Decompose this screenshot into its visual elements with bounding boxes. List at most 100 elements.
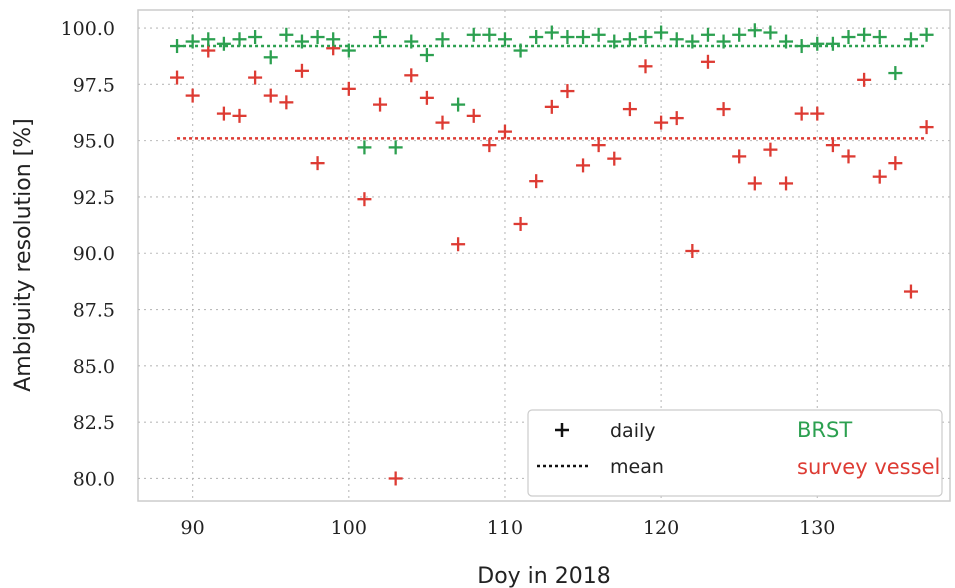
brst-marker	[919, 27, 934, 42]
brst-marker	[466, 27, 481, 42]
y-tick-label: 90.0	[73, 243, 115, 265]
brst-marker	[497, 32, 512, 47]
brst-marker	[326, 32, 341, 47]
brst-marker	[857, 27, 872, 42]
y-tick-label: 95.0	[73, 131, 115, 153]
survey-vessel-marker	[435, 115, 450, 130]
brst-marker	[888, 66, 903, 81]
survey-vessel-marker	[341, 81, 356, 96]
survey-vessel-marker	[576, 158, 591, 173]
brst-marker	[763, 25, 778, 40]
x-axis-label: Doy in 2018	[477, 564, 610, 588]
survey-vessel-marker	[263, 88, 278, 103]
brst-marker	[310, 30, 325, 45]
brst-marker	[451, 97, 466, 112]
brst-marker	[622, 32, 637, 47]
y-tick-label: 100.0	[61, 18, 115, 40]
brst-marker	[716, 34, 731, 49]
brst-marker	[248, 30, 263, 45]
x-tick-label: 130	[799, 517, 835, 539]
survey-vessel-marker	[747, 176, 762, 191]
survey-vessel-marker	[919, 120, 934, 135]
y-tick-label: 80.0	[73, 468, 115, 490]
brst-marker	[482, 27, 497, 42]
brst-marker	[654, 25, 669, 40]
x-tick-label: 110	[487, 517, 523, 539]
brst-marker	[700, 27, 715, 42]
x-tick-label: 90	[181, 517, 205, 539]
survey-vessel-marker	[825, 138, 840, 153]
brst-marker	[435, 32, 450, 47]
brst-marker	[544, 25, 559, 40]
brst-marker	[419, 48, 434, 63]
survey-vessel-marker	[779, 176, 794, 191]
brst-marker	[373, 30, 388, 45]
brst-marker	[185, 34, 200, 49]
y-tick-label: 92.5	[73, 187, 115, 209]
survey-vessel-marker	[451, 237, 466, 252]
legend-box	[527, 409, 943, 497]
survey-vessel-marker	[513, 216, 528, 231]
brst-marker	[513, 43, 528, 58]
brst-marker	[294, 34, 309, 49]
y-axis-label: Ambiguity resolution [%]	[11, 118, 36, 392]
brst-marker	[529, 30, 544, 45]
legend-daily-label: daily	[610, 420, 656, 442]
survey-vessel-marker	[248, 70, 263, 85]
survey-vessel-marker	[294, 63, 309, 78]
survey-vessel-marker	[279, 95, 294, 110]
brst-marker	[279, 27, 294, 42]
survey-vessel-marker	[170, 70, 185, 85]
y-tick-label: 97.5	[73, 74, 115, 96]
survey-vessel-marker	[185, 88, 200, 103]
y-tick-labels: 80.0 82.5 85.0 87.5 90.0 92.5 95.0 97.5 100.0	[61, 18, 115, 490]
x-tick-label: 100	[331, 517, 367, 539]
brst-marker	[341, 43, 356, 58]
brst-marker	[685, 34, 700, 49]
legend-series-brst: BRST	[797, 418, 852, 442]
survey-vessel-marker	[700, 54, 715, 69]
survey-vessel-marker	[591, 138, 606, 153]
survey-vessel-marker	[732, 149, 747, 164]
survey-vessel-marker	[669, 111, 684, 126]
y-tick-label: 87.5	[73, 300, 115, 322]
y-tick-label: 85.0	[73, 356, 115, 378]
brst-marker	[591, 27, 606, 42]
survey-vessel-marker	[872, 169, 887, 184]
brst-marker	[794, 39, 809, 54]
x-tick-label: 120	[643, 517, 679, 539]
brst-marker	[170, 39, 185, 54]
brst-marker	[388, 140, 403, 155]
brst-marker	[747, 23, 762, 38]
brst-marker	[638, 30, 653, 45]
survey-vessel-marker	[482, 138, 497, 153]
y-tick-label: 82.5	[73, 412, 115, 434]
brst-marker	[779, 34, 794, 49]
survey-vessel-marker	[638, 59, 653, 74]
x-tick-labels: 90 100 110 120 130	[181, 517, 836, 539]
legend: daily mean BRST survey vessel	[527, 409, 943, 497]
survey-vessel-marker	[857, 72, 872, 87]
survey-vessel-marker	[373, 97, 388, 112]
survey-vessel-marker	[794, 106, 809, 121]
survey-vessel-marker	[607, 151, 622, 166]
brst-marker	[216, 36, 231, 51]
survey-vessel-marker	[232, 108, 247, 123]
survey-vessel-marker	[529, 174, 544, 189]
brst-marker	[404, 34, 419, 49]
survey-vessel-marker	[903, 284, 918, 299]
brst-marker	[357, 140, 372, 155]
survey-vessel-marker	[560, 84, 575, 99]
brst-marker	[576, 30, 591, 45]
survey-vessel-marker	[388, 471, 403, 486]
legend-series-survey-vessel: survey vessel	[797, 455, 940, 479]
brst-marker	[810, 36, 825, 51]
survey-vessel-marker	[404, 68, 419, 83]
daily-markers	[170, 23, 934, 486]
survey-vessel-marker	[466, 108, 481, 123]
legend-daily-marker	[555, 423, 569, 437]
brst-marker	[903, 32, 918, 47]
brst-marker	[841, 30, 856, 45]
survey-vessel-marker	[622, 102, 637, 117]
